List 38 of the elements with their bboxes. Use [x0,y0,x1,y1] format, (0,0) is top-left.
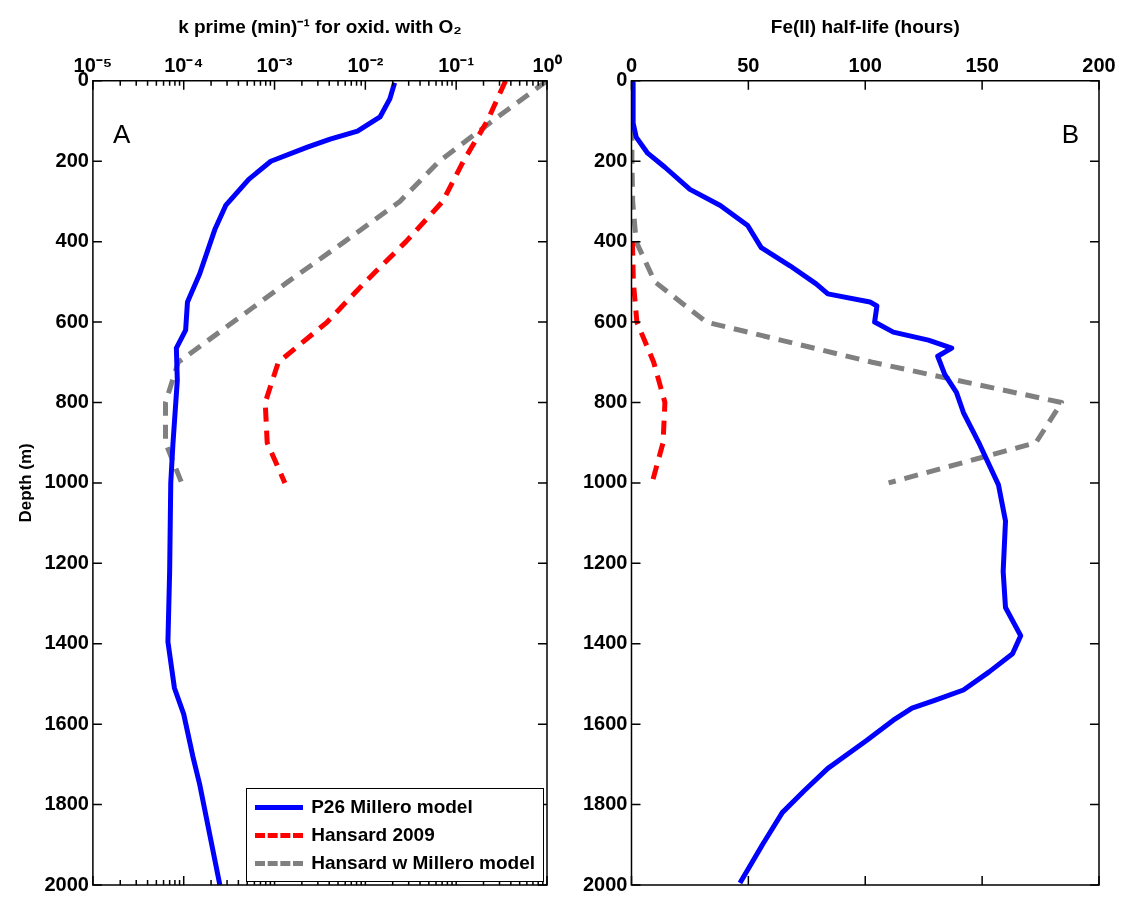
x-axis-title: Fe(II) half-life (hours) [770,15,960,37]
y-tick-label: 1000 [44,470,89,493]
legend-label: P26 Millero model [311,796,473,818]
y-tick-label: 2000 [582,872,628,895]
x-tick-label: 50 [737,54,760,77]
y-tick-label: 1800 [582,792,628,815]
y-tick-label: 0 [616,68,628,91]
y-tick-label: 1000 [582,470,628,493]
y-tick-label: 1400 [44,631,89,654]
y-axis-title: Depth (m) [15,443,35,523]
x-tick-label: 10⁻³ [256,54,293,77]
x-tick-label: 10⁰ [532,54,562,77]
y-tick-label: 200 [594,148,628,171]
x-tick-label: 150 [965,54,999,77]
y-tick-label: 1800 [44,792,89,815]
y-tick-label: 400 [594,229,628,252]
y-tick-label: 800 [55,390,89,412]
y-tick-label: 1400 [582,631,628,654]
x-axis-title: k prime (min)⁻¹ for oxid. with O₂ [178,15,462,37]
y-tick-label: 1200 [582,550,628,573]
annotation: B [1061,118,1079,149]
y-tick-label: 200 [55,148,89,171]
y-tick-label: 1600 [582,711,628,734]
x-tick-label: 100 [848,54,882,77]
x-tick-label: 10⁻⁴ [164,54,204,77]
annotation: A [112,118,131,149]
y-tick-label: 400 [55,229,89,252]
y-tick-label: 1200 [44,550,89,573]
legend-label: Hansard 2009 [311,824,435,846]
y-tick-label: 2000 [44,872,89,895]
y-tick-label: 800 [594,390,628,412]
x-tick-label: 10⁻² [347,54,384,77]
x-tick-label: 10⁻¹ [438,54,475,77]
y-tick-label: 1600 [44,711,89,734]
legend-label: Hansard w Millero model [311,852,535,874]
y-tick-label: 600 [594,309,628,332]
y-tick-label: 600 [55,309,89,332]
x-tick-label: 200 [1082,54,1116,77]
